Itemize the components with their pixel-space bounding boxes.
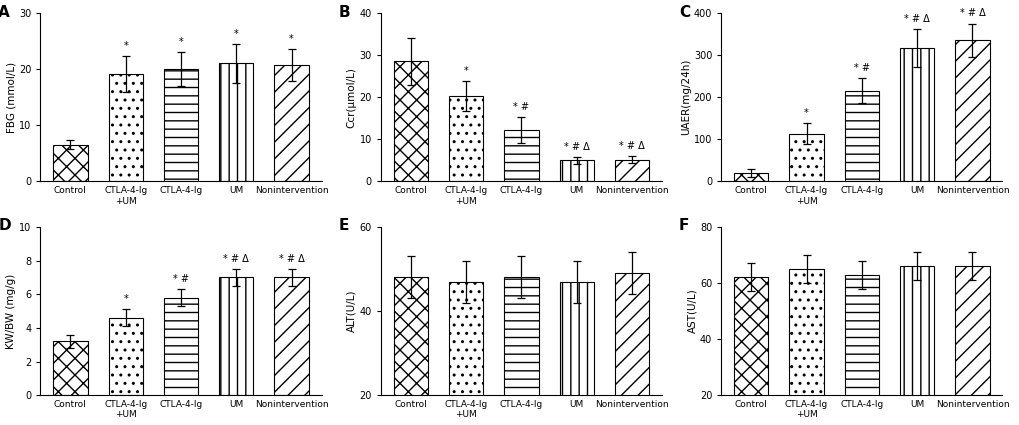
Text: F: F — [679, 218, 689, 233]
Bar — [955, 266, 988, 425]
Bar — [274, 65, 309, 181]
Text: *: * — [178, 37, 183, 47]
Text: * # Δ: * # Δ — [564, 142, 589, 152]
Text: D: D — [0, 218, 11, 233]
Bar — [164, 298, 198, 395]
Bar — [789, 269, 823, 425]
Bar — [448, 282, 483, 425]
Text: *: * — [289, 34, 293, 44]
Y-axis label: ALT(U/L): ALT(U/L) — [346, 290, 357, 332]
Text: * #: * # — [853, 63, 869, 73]
Bar — [899, 48, 933, 181]
Text: * # Δ: * # Δ — [223, 254, 249, 264]
Text: * # Δ: * # Δ — [619, 142, 644, 151]
Text: * #: * # — [173, 274, 189, 284]
Bar — [108, 74, 143, 181]
Y-axis label: KW/BW (mg/g): KW/BW (mg/g) — [6, 273, 16, 348]
Bar — [614, 273, 648, 425]
Bar — [844, 275, 878, 425]
Bar — [393, 61, 428, 181]
Text: *: * — [233, 29, 238, 39]
Bar — [53, 145, 88, 181]
Text: *: * — [123, 294, 128, 304]
Bar — [899, 266, 933, 425]
Bar — [448, 96, 483, 181]
Text: *: * — [803, 108, 808, 118]
Bar — [614, 160, 648, 181]
Text: A: A — [0, 5, 10, 20]
Text: C: C — [679, 5, 690, 20]
Bar — [955, 40, 988, 181]
Text: * # Δ: * # Δ — [959, 8, 984, 18]
Bar — [108, 318, 143, 395]
Bar — [164, 69, 198, 181]
Bar — [734, 278, 767, 425]
Bar — [844, 91, 878, 181]
Text: * # Δ: * # Δ — [278, 254, 305, 264]
Bar — [53, 341, 88, 395]
Text: E: E — [338, 218, 348, 233]
Text: * #: * # — [513, 102, 529, 112]
Text: *: * — [464, 66, 468, 76]
Bar — [393, 278, 428, 425]
Text: B: B — [338, 5, 350, 20]
Y-axis label: Ccr(μmol/L): Ccr(μmol/L) — [346, 67, 357, 127]
Bar — [789, 134, 823, 181]
Y-axis label: FBG (mmol/L): FBG (mmol/L) — [6, 62, 16, 133]
Bar — [274, 278, 309, 395]
Bar — [559, 160, 593, 181]
Bar — [219, 63, 253, 181]
Y-axis label: AST(U/L): AST(U/L) — [687, 289, 696, 333]
Text: *: * — [123, 40, 128, 51]
Bar — [559, 282, 593, 425]
Bar — [219, 278, 253, 395]
Text: * # Δ: * # Δ — [904, 14, 929, 24]
Bar — [734, 173, 767, 181]
Bar — [503, 278, 538, 425]
Bar — [503, 130, 538, 181]
Y-axis label: UAER(mg/24h): UAER(mg/24h) — [681, 59, 690, 135]
